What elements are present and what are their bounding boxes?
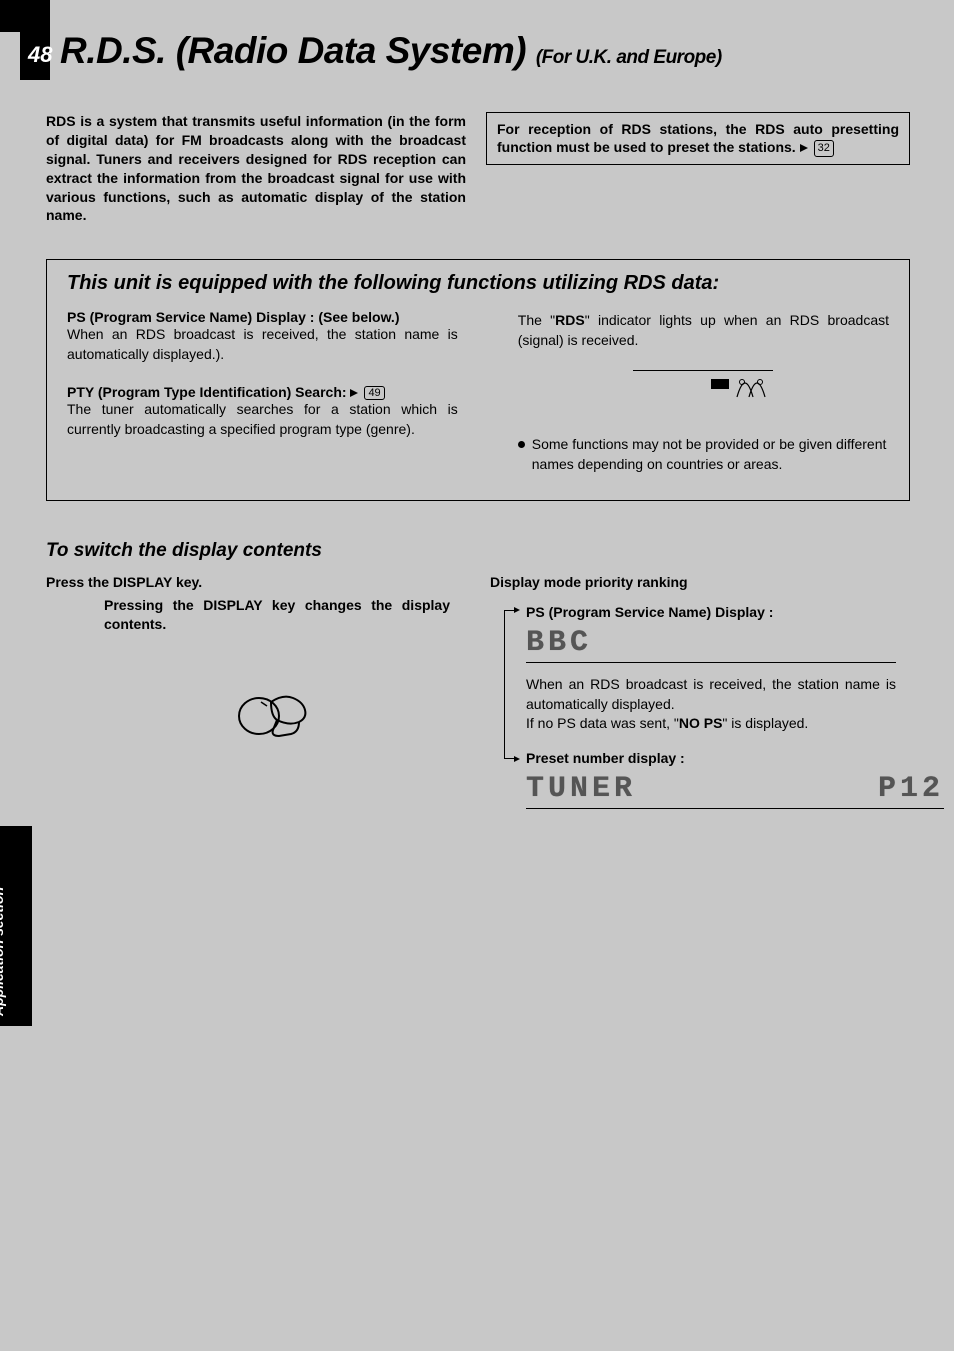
ps-desc-line2b: NO PS	[679, 715, 723, 731]
title-subtitle: (For U.K. and Europe)	[536, 47, 722, 68]
page-title: R.D.S. (Radio Data System) (For U.K. and…	[60, 30, 722, 72]
pty-heading-text: PTY (Program Type Identification) Search…	[67, 384, 347, 400]
intro-right-text: For reception of RDS stations, the RDS a…	[497, 121, 899, 155]
ps-desc-line2c: " is displayed.	[722, 715, 808, 731]
preset-display-value: TUNER P12	[526, 772, 944, 809]
switch-section: To switch the display contents Press the…	[46, 540, 910, 821]
ps-heading: PS (Program Service Name) Display : (See…	[67, 309, 458, 325]
page-reference: 49	[364, 386, 384, 400]
switch-columns: Press the DISPLAY key. Pressing the DISP…	[46, 574, 910, 821]
switch-step: Press the DISPLAY key.	[46, 574, 450, 590]
preset-left: TUNER	[526, 772, 636, 806]
arrow-icon	[350, 389, 358, 397]
ps-display-value: BBC	[526, 626, 896, 663]
priority-bracket	[504, 610, 518, 759]
ps-display-desc: When an RDS broadcast is received, the s…	[526, 675, 896, 734]
side-tab-label: Application section	[0, 836, 6, 1016]
functions-box: This unit is equipped with the following…	[46, 259, 910, 501]
functions-left-column: PS (Program Service Name) Display : (See…	[67, 309, 458, 474]
arrow-icon	[800, 144, 808, 152]
pty-body: The tuner automatically searches for a s…	[67, 400, 458, 439]
indicator-text-1: The "	[518, 312, 555, 328]
functions-right-column: The "RDS" indicator lights up when an RD…	[518, 309, 889, 474]
side-tab: Application section	[0, 826, 32, 1026]
page-number: 48	[20, 32, 50, 80]
ps-desc-line2a: If no PS data was sent, "	[526, 715, 679, 731]
indicator-bold: RDS	[555, 312, 585, 328]
title-main: R.D.S. (Radio Data System)	[60, 30, 526, 71]
pty-heading: PTY (Program Type Identification) Search…	[67, 384, 458, 400]
preset-right: P12	[878, 772, 944, 806]
functions-note: Some functions may not be provided or be…	[518, 435, 889, 474]
page-reference: 32	[814, 140, 834, 156]
pty-block: PTY (Program Type Identification) Search…	[67, 384, 458, 439]
functions-columns: PS (Program Service Name) Display : (See…	[67, 309, 889, 474]
indicator-text: The "RDS" indicator lights up when an RD…	[518, 311, 889, 350]
preset-display-label: Preset number display :	[526, 750, 910, 766]
functions-title: This unit is equipped with the following…	[67, 272, 889, 295]
ps-body: When an RDS broadcast is received, the s…	[67, 325, 458, 364]
ps-block: PS (Program Service Name) Display : (See…	[67, 309, 458, 364]
intro-box-right: For reception of RDS stations, the RDS a…	[486, 112, 910, 165]
switch-substep: Pressing the DISPLAY key changes the dis…	[104, 596, 450, 634]
priority-block: PS (Program Service Name) Display : BBC …	[526, 604, 910, 809]
ps-display-label: PS (Program Service Name) Display :	[526, 604, 910, 620]
corner-block	[0, 0, 50, 32]
signal-icon	[733, 373, 781, 399]
rds-indicator-diagram	[518, 370, 889, 405]
intro-paragraph-left: RDS is a system that transmits useful in…	[46, 112, 466, 225]
priority-heading: Display mode priority ranking	[490, 574, 910, 590]
switch-right-column: Display mode priority ranking PS (Progra…	[490, 574, 910, 821]
ps-desc-line1: When an RDS broadcast is received, the s…	[526, 676, 896, 712]
switch-title: To switch the display contents	[46, 540, 910, 562]
switch-left-column: Press the DISPLAY key. Pressing the DISP…	[46, 574, 450, 821]
hand-press-icon	[106, 684, 450, 749]
